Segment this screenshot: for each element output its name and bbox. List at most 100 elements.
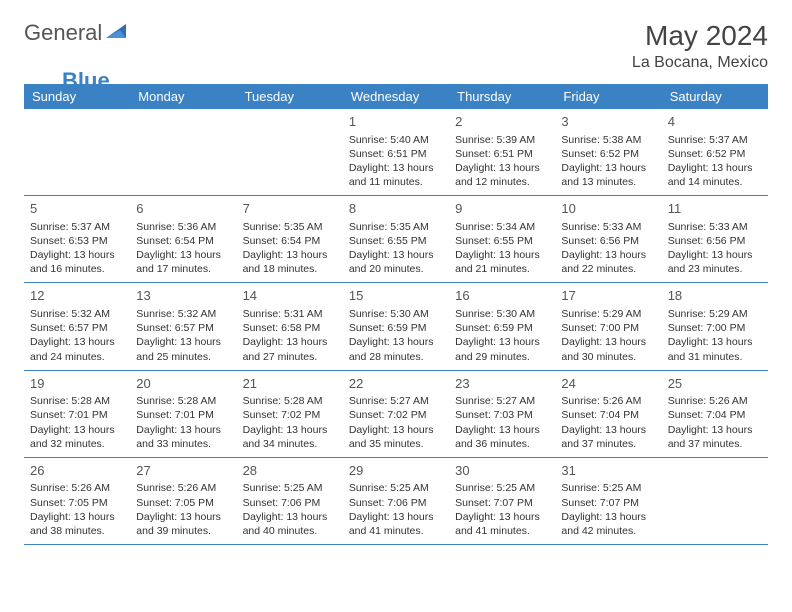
day-number: 31 <box>561 462 655 480</box>
daylight-line: Daylight: 13 hours and 37 minutes. <box>561 423 655 451</box>
calendar-week-row: 5Sunrise: 5:37 AMSunset: 6:53 PMDaylight… <box>24 196 768 283</box>
calendar-day-cell: 19Sunrise: 5:28 AMSunset: 7:01 PMDayligh… <box>24 370 130 457</box>
sunrise-line: Sunrise: 5:37 AM <box>30 220 124 234</box>
daylight-line: Daylight: 13 hours and 17 minutes. <box>136 248 230 276</box>
calendar-day-cell: 21Sunrise: 5:28 AMSunset: 7:02 PMDayligh… <box>237 370 343 457</box>
col-friday: Friday <box>555 84 661 109</box>
sunset-line: Sunset: 6:55 PM <box>455 234 549 248</box>
calendar-day-cell: 26Sunrise: 5:26 AMSunset: 7:05 PMDayligh… <box>24 457 130 544</box>
daylight-line: Daylight: 13 hours and 21 minutes. <box>455 248 549 276</box>
sunset-line: Sunset: 6:53 PM <box>30 234 124 248</box>
sunset-line: Sunset: 7:05 PM <box>136 496 230 510</box>
sunrise-line: Sunrise: 5:26 AM <box>30 481 124 495</box>
col-thursday: Thursday <box>449 84 555 109</box>
calendar-day-cell: 16Sunrise: 5:30 AMSunset: 6:59 PMDayligh… <box>449 283 555 370</box>
sunrise-line: Sunrise: 5:30 AM <box>349 307 443 321</box>
calendar-day-cell: 12Sunrise: 5:32 AMSunset: 6:57 PMDayligh… <box>24 283 130 370</box>
calendar-day-cell: 1Sunrise: 5:40 AMSunset: 6:51 PMDaylight… <box>343 109 449 196</box>
sunrise-line: Sunrise: 5:25 AM <box>561 481 655 495</box>
daylight-line: Daylight: 13 hours and 29 minutes. <box>455 335 549 363</box>
daylight-line: Daylight: 13 hours and 24 minutes. <box>30 335 124 363</box>
page-header: General May 2024 La Bocana, Mexico <box>24 20 768 72</box>
sunset-line: Sunset: 7:05 PM <box>30 496 124 510</box>
day-number: 14 <box>243 287 337 305</box>
day-number: 6 <box>136 200 230 218</box>
sunrise-line: Sunrise: 5:28 AM <box>243 394 337 408</box>
day-number: 23 <box>455 375 549 393</box>
sunrise-line: Sunrise: 5:33 AM <box>561 220 655 234</box>
daylight-line: Daylight: 13 hours and 18 minutes. <box>243 248 337 276</box>
day-number: 12 <box>30 287 124 305</box>
day-number: 2 <box>455 113 549 131</box>
calendar-day-cell: 6 Sunrise: 5:36 AMSunset: 6:54 PMDaylight… <box>130 196 236 283</box>
sunrise-line: Sunrise: 5:32 AM <box>30 307 124 321</box>
calendar-day-cell: 31Sunrise: 5:25 AMSunset: 7:07 PMDayligh… <box>555 457 661 544</box>
daylight-line: Daylight: 13 hours and 25 minutes. <box>136 335 230 363</box>
daylight-line: Daylight: 13 hours and 42 minutes. <box>561 510 655 538</box>
day-number: 1 <box>349 113 443 131</box>
calendar-day-cell: 9Sunrise: 5:34 AMSunset: 6:55 PMDaylight… <box>449 196 555 283</box>
calendar-day-cell: 17Sunrise: 5:29 AMSunset: 7:00 PMDayligh… <box>555 283 661 370</box>
day-number: 16 <box>455 287 549 305</box>
calendar-table: Sunday Monday Tuesday Wednesday Thursday… <box>24 84 768 545</box>
calendar-day-cell: 15Sunrise: 5:30 AMSunset: 6:59 PMDayligh… <box>343 283 449 370</box>
daylight-line: Daylight: 13 hours and 31 minutes. <box>668 335 762 363</box>
sunset-line: Sunset: 6:52 PM <box>561 147 655 161</box>
sunrise-line: Sunrise: 5:36 AM <box>136 220 230 234</box>
day-number: 7 <box>243 200 337 218</box>
sunset-line: Sunset: 6:54 PM <box>136 234 230 248</box>
daylight-line: Daylight: 13 hours and 13 minutes. <box>561 161 655 189</box>
location-label: La Bocana, Mexico <box>632 54 768 72</box>
calendar-day-cell: 3Sunrise: 5:38 AMSunset: 6:52 PMDaylight… <box>555 109 661 196</box>
day-number: 9 <box>455 200 549 218</box>
sunrise-line: Sunrise: 5:25 AM <box>349 481 443 495</box>
calendar-day-cell: 29Sunrise: 5:25 AMSunset: 7:06 PMDayligh… <box>343 457 449 544</box>
day-number: 4 <box>668 113 762 131</box>
daylight-line: Daylight: 13 hours and 37 minutes. <box>668 423 762 451</box>
calendar-day-cell: 14Sunrise: 5:31 AMSunset: 6:58 PMDayligh… <box>237 283 343 370</box>
sunrise-line: Sunrise: 5:33 AM <box>668 220 762 234</box>
sunset-line: Sunset: 7:02 PM <box>349 408 443 422</box>
sunrise-line: Sunrise: 5:40 AM <box>349 133 443 147</box>
calendar-week-row: 1 Sunrise: 5:40 AM Sunset: 6:51 PM Daylight… <box>24 109 768 196</box>
day-number: 30 <box>455 462 549 480</box>
calendar-day-cell: 13Sunrise: 5:32 AMSunset: 6:57 PMDayligh… <box>130 283 236 370</box>
day-number: 25 <box>668 375 762 393</box>
daylight-line: Daylight: 13 hours and 23 minutes. <box>668 248 762 276</box>
sunset-line: Sunset: 7:02 PM <box>243 408 337 422</box>
sunrise-line: Sunrise: 5:26 AM <box>668 394 762 408</box>
calendar-day-cell <box>130 109 236 196</box>
daylight-line: Daylight: 13 hours and 28 minutes. <box>349 335 443 363</box>
day-number: 22 <box>349 375 443 393</box>
month-title: May 2024 <box>632 20 768 52</box>
sunrise-line: Sunrise: 5:25 AM <box>243 481 337 495</box>
day-number: 27 <box>136 462 230 480</box>
day-number: 11 <box>668 200 762 218</box>
sunset-line: Sunset: 7:07 PM <box>455 496 549 510</box>
calendar-day-cell: 24Sunrise: 5:26 AMSunset: 7:04 PMDayligh… <box>555 370 661 457</box>
calendar-day-cell: 18Sunrise: 5:29 AMSunset: 7:00 PMDayligh… <box>662 283 768 370</box>
sunset-line: Sunset: 6:55 PM <box>349 234 443 248</box>
calendar-day-cell: 5Sunrise: 5:37 AMSunset: 6:53 PMDaylight… <box>24 196 130 283</box>
sunset-line: Sunset: 7:01 PM <box>136 408 230 422</box>
sunrise-line: Sunrise: 5:37 AM <box>668 133 762 147</box>
col-wednesday: Wednesday <box>343 84 449 109</box>
calendar-day-cell: 22Sunrise: 5:27 AMSunset: 7:02 PMDayligh… <box>343 370 449 457</box>
calendar-body: 1 Sunrise: 5:40 AM Sunset: 6:51 PM Daylight… <box>24 109 768 545</box>
sunset-line: Sunset: 6:51 PM <box>455 147 549 161</box>
calendar-day-cell: 11 Sunrise: 5:33 AMSunset: 6:56 PMDayligh… <box>662 196 768 283</box>
daylight-line: Daylight: 13 hours and 34 minutes. <box>243 423 337 451</box>
calendar-day-cell: 7Sunrise: 5:35 AMSunset: 6:54 PMDaylight… <box>237 196 343 283</box>
sunset-line: Sunset: 6:59 PM <box>455 321 549 335</box>
col-monday: Monday <box>130 84 236 109</box>
day-number: 15 <box>349 287 443 305</box>
col-saturday: Saturday <box>662 84 768 109</box>
sunset-line: Sunset: 6:56 PM <box>668 234 762 248</box>
daylight-line: Daylight: 13 hours and 16 minutes. <box>30 248 124 276</box>
sunset-line: Sunset: 6:56 PM <box>561 234 655 248</box>
sunset-line: Sunset: 7:06 PM <box>349 496 443 510</box>
brand-part2: Blue <box>62 68 110 94</box>
calendar-day-cell: 4Sunrise: 5:37 AMSunset: 6:52 PMDaylight… <box>662 109 768 196</box>
sunrise-line: Sunrise: 5:26 AM <box>561 394 655 408</box>
day-number: 10 <box>561 200 655 218</box>
